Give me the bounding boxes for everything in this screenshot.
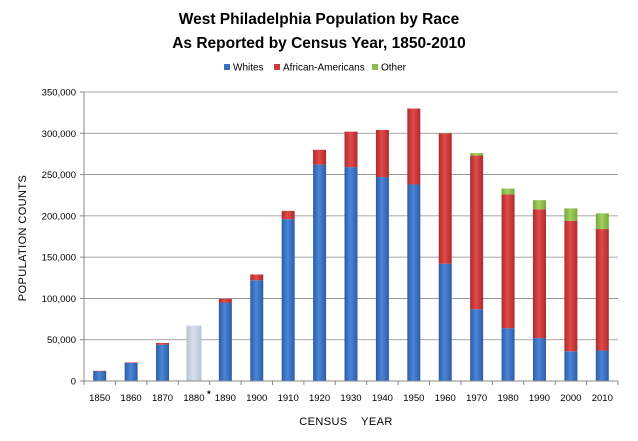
bar-african-americans-1950 bbox=[407, 108, 421, 185]
bar-whites-1910 bbox=[281, 219, 295, 381]
bar-african-americans-1890 bbox=[218, 298, 232, 303]
bar-african-americans-1980 bbox=[501, 194, 515, 329]
x-tick-label-1890: 1890 bbox=[215, 393, 236, 404]
y-tick-label: 300,000 bbox=[42, 129, 76, 140]
bar-other-1990 bbox=[532, 200, 546, 210]
bar-african-americans-1940 bbox=[375, 129, 389, 178]
x-tick-label-1880: 1880 bbox=[183, 393, 204, 404]
bar-other-1970 bbox=[470, 153, 484, 156]
bar-african-americans-1920 bbox=[313, 149, 327, 165]
x-tick-label-1920: 1920 bbox=[309, 393, 330, 404]
legend-label-african-americans: African-Americans bbox=[283, 63, 365, 74]
y-tick-label: 250,000 bbox=[42, 170, 76, 181]
x-tick-label-1950: 1950 bbox=[403, 393, 424, 404]
legend: Whites African-Americans Other bbox=[224, 63, 407, 74]
x-tick-label-1900: 1900 bbox=[246, 393, 267, 404]
bar-whites-1980 bbox=[501, 328, 515, 381]
legend-swatch-whites bbox=[224, 64, 230, 70]
bar-whites-1870 bbox=[156, 344, 170, 381]
bar-whites-2010 bbox=[595, 350, 609, 381]
chart-subtitle: As Reported by Census Year, 1850-2010 bbox=[172, 35, 466, 52]
bar-whites-1900 bbox=[250, 280, 264, 381]
bar-whites-1940 bbox=[375, 177, 389, 381]
x-tick-label-1850: 1850 bbox=[89, 393, 110, 404]
legend-label-whites: Whites bbox=[233, 63, 264, 74]
y-axis-ticks: 0 50,000 100,000 150,000 200,000 250,000 300,0… bbox=[42, 88, 84, 388]
bar-other-1980 bbox=[501, 188, 515, 195]
bar-african-americans-1870 bbox=[156, 343, 170, 345]
bar-other-2000 bbox=[564, 208, 578, 221]
bar-whites-1930 bbox=[344, 167, 358, 381]
bars bbox=[93, 108, 609, 381]
bar-african-americans-2000 bbox=[564, 220, 578, 352]
bar-whites-1850 bbox=[93, 371, 107, 381]
bar-whites-1950 bbox=[407, 184, 421, 381]
y-tick-label: 50,000 bbox=[47, 335, 76, 346]
chart-title: West Philadelphia Population by Race bbox=[179, 11, 460, 28]
y-tick-label: 150,000 bbox=[42, 253, 76, 264]
bar-african-americans-1860 bbox=[124, 362, 138, 363]
bar-whites-1920 bbox=[313, 164, 327, 381]
y-axis-title: POPULATION COUNTS bbox=[17, 175, 29, 301]
bar-other-2010 bbox=[595, 213, 609, 230]
legend-swatch-other bbox=[372, 64, 378, 70]
x-tick-label-1980: 1980 bbox=[497, 393, 518, 404]
x-tick-label-1940: 1940 bbox=[372, 393, 393, 404]
bar-other-1960 bbox=[438, 132, 452, 134]
bar-whites-1890 bbox=[218, 302, 232, 381]
bar-african-americans-1850 bbox=[93, 370, 107, 372]
bar-african-americans-1990 bbox=[532, 209, 546, 339]
bar-african-americans-1900 bbox=[250, 274, 264, 281]
x-tick-label-1970: 1970 bbox=[466, 393, 487, 404]
legend-swatch-african-americans bbox=[274, 64, 280, 70]
x-tick-label-2000: 2000 bbox=[560, 393, 581, 404]
bar-african-americans-2010 bbox=[595, 229, 609, 351]
x-tick-label-1960: 1960 bbox=[435, 393, 456, 404]
bar-whites-1860 bbox=[124, 362, 138, 381]
x-tick-label-1870: 1870 bbox=[152, 393, 173, 404]
y-tick-label: 100,000 bbox=[42, 294, 76, 305]
bar-african-americans-1910 bbox=[281, 210, 295, 220]
bar-whites-1990 bbox=[532, 338, 546, 381]
bar-african-americans-1970 bbox=[470, 155, 484, 310]
x-tick-label-1930: 1930 bbox=[340, 393, 361, 404]
x-axis-ticks: 1850 1860 1870 1880 * 1890 1900 1910 1920 1930 194… bbox=[83, 381, 619, 404]
legend-label-other: Other bbox=[381, 63, 407, 74]
bar-whites-1960 bbox=[438, 263, 452, 381]
bar-unclassified-1880 bbox=[186, 325, 202, 381]
y-tick-label: 350,000 bbox=[42, 88, 76, 99]
bar-african-americans-1960 bbox=[438, 133, 452, 264]
bar-african-americans-1930 bbox=[344, 131, 358, 168]
y-tick-label: 0 bbox=[71, 377, 76, 388]
x-tick-asterisk: * bbox=[207, 389, 211, 400]
x-tick-label-1910: 1910 bbox=[278, 393, 299, 404]
y-tick-label: 200,000 bbox=[42, 211, 76, 222]
x-axis-title: CENSUS YEAR bbox=[299, 416, 392, 428]
x-tick-label-1860: 1860 bbox=[121, 393, 142, 404]
bar-whites-2000 bbox=[564, 351, 578, 381]
x-tick-label-1990: 1990 bbox=[529, 393, 550, 404]
bar-whites-1970 bbox=[470, 309, 484, 381]
x-tick-label-2010: 2010 bbox=[592, 393, 613, 404]
